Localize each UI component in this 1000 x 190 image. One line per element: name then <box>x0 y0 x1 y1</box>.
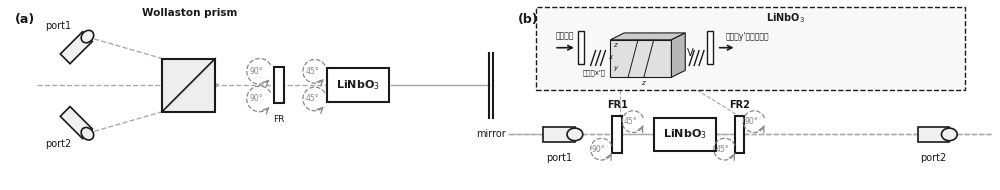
Ellipse shape <box>81 30 94 43</box>
Polygon shape <box>610 33 685 40</box>
Text: LiNbO$_3$: LiNbO$_3$ <box>336 78 380 92</box>
Polygon shape <box>918 127 949 142</box>
Ellipse shape <box>81 127 94 140</box>
Text: 90°: 90° <box>592 145 605 154</box>
Text: (b): (b) <box>518 13 538 26</box>
Text: 45°: 45° <box>305 94 319 103</box>
Text: FR: FR <box>274 115 285 124</box>
Text: 45°: 45° <box>305 67 319 76</box>
Text: 45°: 45° <box>715 145 729 154</box>
Polygon shape <box>612 116 622 153</box>
Polygon shape <box>60 32 92 64</box>
Text: LiNbO$_3$: LiNbO$_3$ <box>663 127 707 141</box>
Polygon shape <box>654 118 716 151</box>
Polygon shape <box>610 40 671 77</box>
Text: port1: port1 <box>45 21 72 31</box>
Text: 入射光束: 入射光束 <box>556 32 574 41</box>
Polygon shape <box>536 7 965 90</box>
Text: mirror: mirror <box>476 130 506 139</box>
Text: z: z <box>641 80 645 86</box>
Ellipse shape <box>941 128 957 141</box>
Text: 45°: 45° <box>624 117 637 126</box>
Polygon shape <box>735 116 744 153</box>
Polygon shape <box>327 68 389 102</box>
Text: 平行于x'轴: 平行于x'轴 <box>583 69 606 76</box>
Text: port2: port2 <box>920 153 947 163</box>
Text: LiNbO$_3$: LiNbO$_3$ <box>766 11 804 25</box>
Text: y: y <box>613 65 617 71</box>
Text: (a): (a) <box>15 13 35 26</box>
Text: 平行于y'轴出射光束: 平行于y'轴出射光束 <box>726 32 769 41</box>
Text: port2: port2 <box>45 139 72 149</box>
Text: FR2: FR2 <box>729 100 750 110</box>
Text: z: z <box>613 42 617 48</box>
Text: port1: port1 <box>546 153 572 163</box>
Polygon shape <box>578 31 584 64</box>
Text: V: V <box>687 48 694 58</box>
Ellipse shape <box>567 128 583 141</box>
Polygon shape <box>671 33 685 77</box>
Text: 90°: 90° <box>744 117 758 126</box>
Polygon shape <box>162 59 215 112</box>
Text: Wollaston prism: Wollaston prism <box>142 8 237 18</box>
Polygon shape <box>274 67 284 103</box>
Text: FR1: FR1 <box>607 100 628 110</box>
Text: x: x <box>608 54 613 59</box>
Text: 90°: 90° <box>250 94 263 103</box>
Polygon shape <box>543 127 575 142</box>
Text: 90°: 90° <box>250 67 263 76</box>
Polygon shape <box>707 31 713 64</box>
Polygon shape <box>60 107 92 139</box>
